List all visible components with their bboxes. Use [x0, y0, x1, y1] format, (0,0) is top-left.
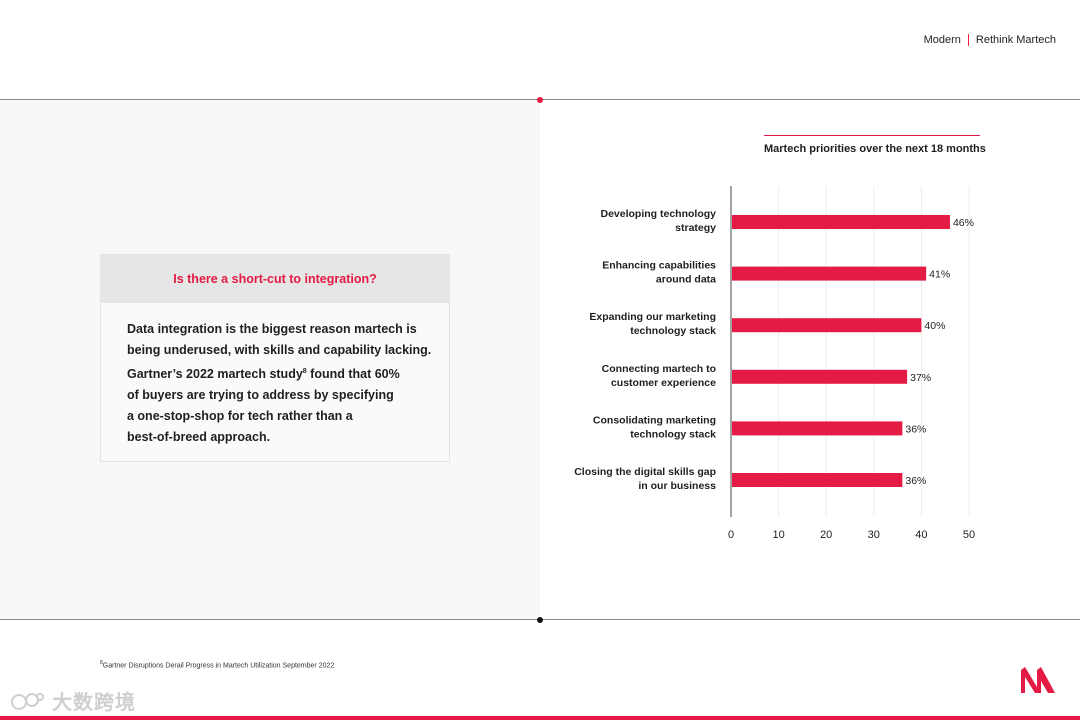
watermark-text: 大数跨境 [52, 692, 136, 714]
category-label-line: Connecting martech to [602, 363, 716, 375]
red-marker-dot [537, 97, 543, 103]
callout-line: being underused, with skills and capabil… [127, 343, 432, 357]
category-label-line: technology stack [630, 428, 716, 440]
footnote-marker: 8 [100, 660, 103, 666]
modern-logo-icon [1021, 667, 1055, 693]
x-tick-label: 50 [963, 529, 975, 541]
x-tick-label: 10 [772, 529, 784, 541]
citation-marker: 8 [302, 368, 307, 375]
category-label-line: around data [656, 274, 716, 286]
callout-line: of buyers are trying to address by speci… [127, 388, 394, 403]
footnote-text: Gartner Disruptions Derail Progress in M… [102, 662, 335, 670]
category-label-line: Expanding our marketing [589, 311, 716, 323]
callout-line: Gartner’s 2022 martech study8 found that… [127, 361, 423, 385]
black-marker-dot [537, 617, 543, 623]
bar [732, 318, 922, 333]
callout-line: a one-stop-shop for tech rather than a [127, 409, 353, 424]
callout-line-part: Gartner’s 2022 martech study [127, 367, 303, 382]
category-label-line: Developing technology [600, 208, 716, 220]
x-tick-label: 20 [820, 529, 832, 541]
x-tick-label: 40 [915, 529, 927, 541]
bar [732, 473, 903, 487]
category-label: Connecting martech to customer experience [602, 363, 716, 389]
header-brand: Modern Rethink Martech [924, 34, 1056, 46]
brand-rethink-martech: Rethink Martech [975, 34, 1056, 46]
category-label-line: strategy [675, 222, 716, 234]
bar-value-label: 46% [953, 217, 974, 229]
category-label-line: Consolidating marketing [593, 414, 716, 426]
brand-modern: Modern [923, 34, 961, 46]
category-label: Enhancing capabilities around data [602, 260, 716, 286]
chart-title: Martech priorities over the next 18 mont… [764, 143, 986, 155]
bar-value-label: 40% [924, 320, 945, 332]
bar [732, 369, 908, 384]
bar [732, 266, 927, 281]
callout-line-part: found that 60% [306, 367, 400, 382]
category-label: Consolidating marketing technology stack [593, 414, 716, 440]
bar-value-label: 37% [910, 372, 931, 384]
x-tick-label: 30 [868, 529, 880, 541]
watermark-logo-icon [11, 692, 44, 710]
category-label: Expanding our marketing technology stack [589, 311, 716, 337]
category-label: Closing the digital skills gap in our bus… [574, 466, 716, 492]
bar-value-label: 36% [905, 475, 926, 487]
bar [732, 421, 903, 436]
callout-line: best-of-breed approach. [127, 430, 271, 445]
category-label-line: technology stack [630, 325, 716, 337]
category-label-line: in our business [638, 480, 716, 492]
callout-heading: Is there a short-cut to integration? [101, 255, 449, 303]
x-tick-label: 0 [728, 529, 734, 541]
category-label-line: Enhancing capabilities [602, 260, 716, 272]
bottom-accent-bar [0, 716, 1080, 720]
callout-line: Data integration is the biggest reason m… [127, 322, 417, 336]
footnote: 8Gartner Disruptions Derail Progress in … [100, 660, 334, 669]
brand-separator [967, 34, 969, 46]
watermark: 大数跨境 [10, 686, 136, 715]
callout-box: Is there a short-cut to integration? Dat… [100, 254, 450, 462]
category-label-line: Closing the digital skills gap [574, 466, 716, 478]
category-label-line: customer experience [611, 377, 716, 389]
category-label: Developing technology strategy [600, 208, 716, 234]
bar-value-label: 36% [905, 423, 926, 435]
chart-title-rule [764, 135, 980, 136]
bar-value-label: 41% [929, 269, 950, 281]
bar [732, 215, 950, 229]
callout-body: Data integration is the biggest reason m… [101, 303, 449, 448]
